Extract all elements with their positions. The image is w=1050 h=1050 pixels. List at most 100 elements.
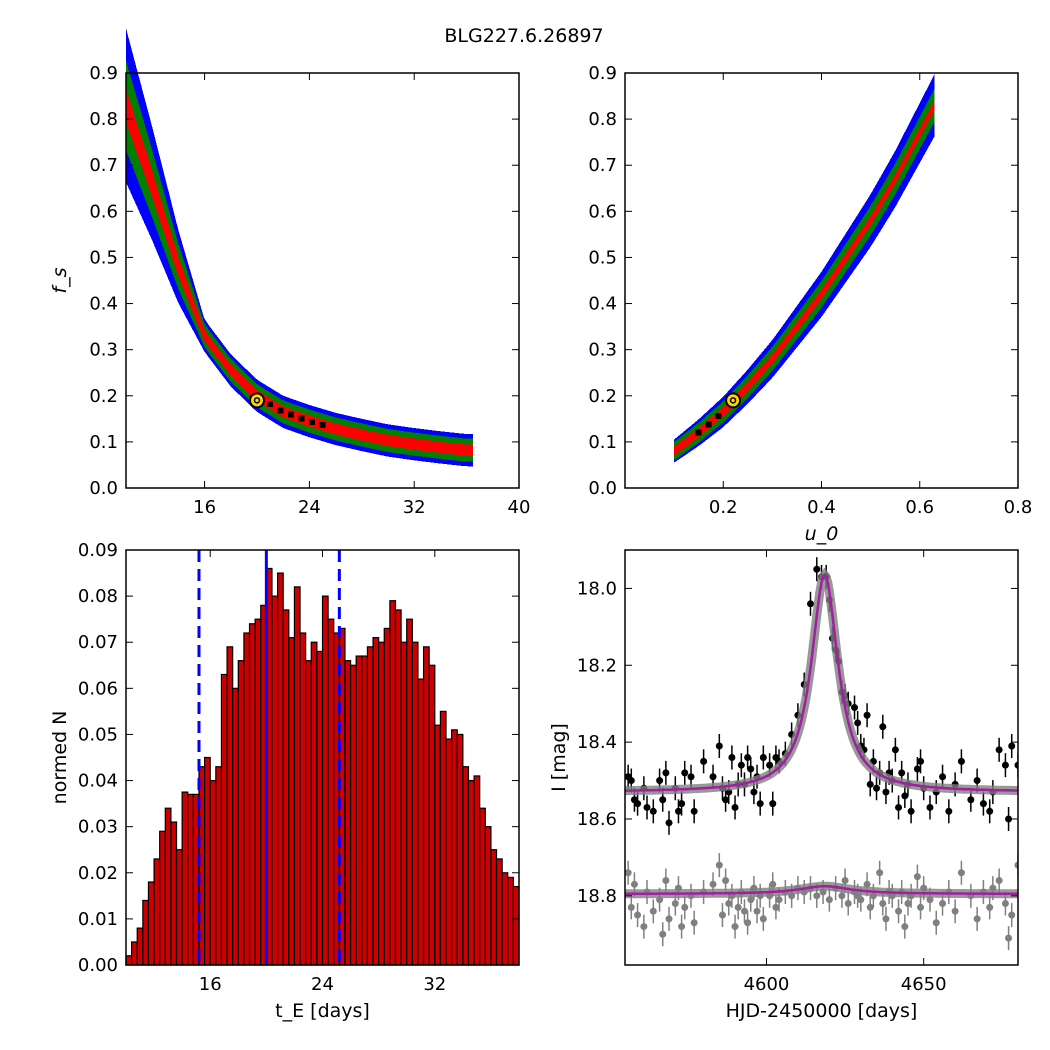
histogram-bar — [170, 821, 178, 966]
best-cell — [319, 422, 326, 429]
axis-ticks: 16 24 32 40 0.0 0.1 0.2 0.3 0.4 0.5 0.6 0.7 0.8 0.9 — [89, 63, 530, 518]
histogram-bar — [327, 618, 335, 966]
histogram-bar — [473, 775, 481, 966]
panel-frame — [125, 72, 520, 489]
histogram-bar — [434, 724, 441, 966]
histogram-bar — [479, 807, 486, 966]
primary-point — [945, 807, 953, 815]
y-tick-label: 0.5 — [588, 247, 617, 268]
histogram-bar — [495, 858, 503, 966]
y-tick-label: 0.05 — [78, 724, 118, 745]
primary-point — [891, 746, 899, 754]
secondary-point — [681, 903, 689, 911]
best-cell — [277, 407, 284, 414]
y-tick-label: 0.07 — [78, 632, 118, 653]
histogram-bar — [445, 738, 453, 966]
secondary-point — [913, 873, 921, 881]
fs-u0-density-map — [674, 74, 935, 463]
primary-point — [627, 777, 635, 785]
y-tick-label: 0.4 — [588, 294, 617, 315]
primary-point — [854, 719, 862, 727]
primary-point — [979, 800, 987, 808]
secondary-point — [731, 923, 739, 931]
primary-point — [649, 807, 657, 815]
histogram-bar — [204, 756, 211, 966]
secondary-point — [1008, 911, 1016, 919]
secondary-point — [857, 896, 865, 904]
histogram-bar — [484, 826, 492, 966]
primary-point — [882, 788, 890, 796]
y-tick-label: 18.4 — [577, 732, 617, 753]
primary-point — [995, 746, 1003, 754]
histogram-bar — [507, 876, 514, 966]
secondary-point — [838, 892, 846, 900]
secondary-point — [678, 923, 686, 931]
histogram-bar — [215, 766, 223, 966]
y-tick-label: 0.7 — [588, 155, 617, 176]
y-tick-label: 0.5 — [89, 247, 118, 268]
histogram-bar — [349, 664, 357, 966]
secondary-point — [986, 903, 994, 911]
histogram-bar — [321, 595, 329, 966]
secondary-point — [939, 900, 947, 908]
y-tick-label: 0.4 — [89, 294, 118, 315]
histogram-bar — [411, 641, 419, 966]
primary-point — [863, 711, 871, 719]
histogram-bar — [243, 632, 251, 966]
y-tick-label: 0.03 — [78, 817, 118, 838]
best-cell — [695, 429, 702, 436]
y-axis-label: I [mag] — [548, 723, 570, 792]
primary-point — [901, 792, 909, 800]
secondary-point — [744, 919, 752, 927]
secondary-point — [659, 930, 667, 938]
primary-point — [674, 807, 682, 815]
secondary-point — [759, 915, 767, 923]
primary-point — [1005, 815, 1013, 823]
histogram-bar — [467, 779, 475, 966]
x-tick-label: 4650 — [901, 974, 947, 995]
histogram-bar — [276, 572, 284, 966]
histogram-bar — [254, 618, 262, 966]
primary-point — [728, 754, 736, 761]
x-axis-label: t_E [days] — [275, 1000, 370, 1022]
histogram-bar — [187, 793, 194, 966]
histogram-bar — [147, 881, 155, 966]
secondary-point — [926, 896, 934, 904]
primary-point — [973, 777, 981, 785]
primary-point — [750, 788, 758, 796]
primary-point — [747, 765, 755, 773]
y-tick-label: 0.00 — [78, 955, 118, 976]
histogram-bar — [131, 941, 138, 966]
x-tick-label: 40 — [508, 497, 531, 518]
primary-point — [769, 800, 777, 808]
secondary-point — [895, 907, 903, 915]
secondary-point — [1014, 861, 1018, 869]
histogram-bar — [512, 886, 520, 966]
y-tick-label: 0.3 — [588, 340, 617, 361]
panel-fs-vs-u0: 0.2 0.4 0.6 0.8 0.0 0.1 0.2 0.3 0.4 0.5 0.6 0.7 0.8 0… — [588, 63, 1032, 545]
secondary-point — [879, 900, 887, 908]
x-tick-label: 0.4 — [807, 497, 836, 518]
y-tick-label: 0.2 — [89, 386, 118, 407]
y-tick-label: 0.0 — [89, 478, 118, 499]
model-band — [625, 567, 1018, 796]
primary-point — [659, 796, 667, 804]
y-tick-label: 0.04 — [78, 771, 118, 792]
histogram-bar — [490, 849, 498, 966]
secondary-point — [876, 869, 884, 877]
histogram-bar — [378, 641, 385, 966]
x-axis-label: u_0 — [805, 523, 839, 545]
y-tick-label: 0.06 — [78, 678, 118, 699]
secondary-point — [709, 880, 717, 888]
y-tick-label: 0.8 — [588, 109, 617, 130]
primary-point — [939, 773, 947, 781]
secondary-point — [932, 919, 940, 927]
primary-point — [687, 773, 695, 781]
secondary-point — [1005, 934, 1013, 942]
x-tick-label: 0.8 — [1004, 497, 1033, 518]
primary-point — [678, 800, 686, 808]
panel-frame — [624, 549, 1019, 966]
y-tick-label: 18.0 — [577, 578, 617, 599]
y-tick-label: 0.09 — [78, 540, 118, 561]
y-axis-label: normed N — [49, 711, 71, 805]
